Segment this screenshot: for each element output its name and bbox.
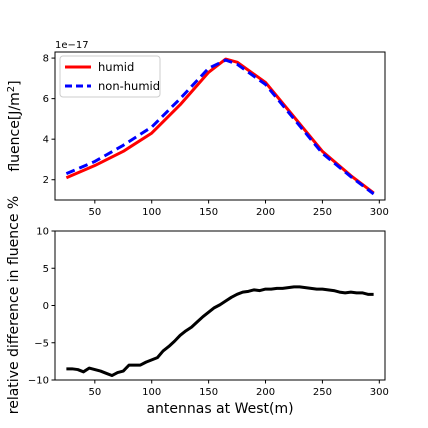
bottom-y-tick-label: 5 [43, 264, 49, 275]
top-x-tick-label: 300 [370, 207, 389, 218]
bottom-y-tick-label: 10 [36, 227, 49, 238]
top-y-tick-label: 8 [43, 54, 49, 65]
top-offset-text: 1e−17 [55, 40, 89, 51]
x-axis-label: antennas at West(m) [146, 401, 293, 417]
top-x-tick-label: 100 [142, 207, 161, 218]
top-x-tick-label: 50 [88, 207, 101, 218]
bottom-x-tick-label: 50 [88, 387, 101, 398]
bottom-y-tick-label: −10 [28, 376, 49, 387]
bottom-y-tick-label: −5 [34, 338, 49, 349]
bottom-x-tick-label: 200 [256, 387, 275, 398]
top-x-tick-label: 200 [256, 207, 275, 218]
top-series-non-humid-line [65, 58, 375, 196]
legend-non-humid-label: non-humid [98, 79, 160, 93]
top-panel: 50 100 150 200 250 300 2 4 6 8 1e−17 fluence[J/m… [6, 40, 389, 218]
top-plot-frame [54, 51, 386, 201]
bottom-panel: 50 100 150 200 250 300 −10 −5 0 5 10 relative dif… [6, 196, 389, 417]
top-y-tick-label: 2 [43, 175, 49, 186]
legend-humid-label: humid [98, 60, 134, 74]
top-x-tick-label: 150 [199, 207, 218, 218]
legend: humid non-humid [59, 55, 161, 98]
bottom-y-tick-label: 0 [43, 301, 49, 312]
bottom-y-axis-label: relative difference in fluence % [6, 196, 22, 414]
bottom-x-tick-label: 150 [199, 387, 218, 398]
bottom-x-tick-label: 300 [370, 387, 389, 398]
top-y-axis-label: fluence[J/m2] [6, 80, 23, 171]
bottom-x-tick-label: 250 [313, 387, 332, 398]
top-x-tick-label: 250 [313, 207, 332, 218]
top-y-tick-label: 4 [43, 135, 49, 146]
top-y-tick-label: 6 [43, 94, 49, 105]
bottom-series-relative-difference-line [66, 285, 374, 378]
bottom-x-tick-label: 100 [142, 387, 161, 398]
